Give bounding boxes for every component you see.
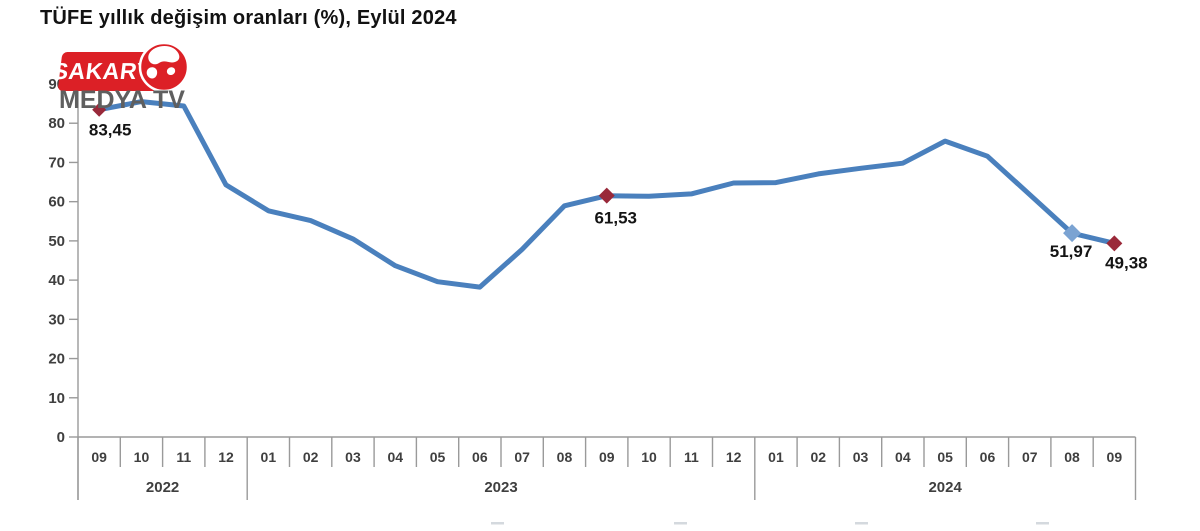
year-label: 2023 [484,479,517,496]
month-tick-label: 11 [176,449,191,465]
month-tick-label: 10 [641,449,657,465]
y-tick-label: 20 [48,351,65,368]
month-tick-label: 05 [430,449,446,465]
year-label: 2024 [928,479,962,496]
month-tick-label: 03 [853,449,869,465]
y-tick-label: 70 [48,154,65,171]
y-tick-label: 60 [48,194,65,211]
month-tick-label: 02 [810,449,826,465]
month-tick-label: 01 [261,449,277,465]
month-tick-label: 09 [1107,449,1123,465]
y-tick-label: 0 [57,429,65,446]
point-value-label: 49,38 [1105,253,1148,272]
month-tick-label: 02 [303,449,319,465]
x-axis: 09 10 11 12 01 02 03 04 05 06 07 08 09 10 11 12 01 02 03 04… [77,437,1137,500]
y-tick-label: 10 [48,390,65,407]
month-tick-label: 12 [726,449,742,465]
point-marker-diamond-icon [598,187,615,204]
month-tick-label: 09 [599,449,615,465]
globe-icon [138,41,190,93]
bottom-artifact-dashes [491,522,1049,525]
month-tick-label: 08 [1064,449,1080,465]
year-label: 2022 [146,479,179,496]
logo-medya-tv-text: MEDYA TV [59,86,185,114]
y-tick-label: 30 [48,311,65,328]
point-value-label: 61,53 [594,209,637,228]
annotated-points: 83,45 61,53 51,97 49,38 [89,102,1148,272]
month-tick-label: 07 [514,449,530,465]
y-tick-label: 50 [48,233,65,250]
point-value-label: 83,45 [89,121,132,140]
y-tick-label: 40 [48,272,65,289]
month-tick-label: 07 [1022,449,1038,465]
month-tick-label: 01 [768,449,784,465]
month-tick-label: 11 [684,449,699,465]
month-tick-label: 09 [91,449,107,465]
axes [77,82,1136,500]
month-tick-label: 05 [937,449,953,465]
point-marker-diamond-icon [1106,235,1123,252]
month-tick-label: 06 [472,449,488,465]
point-marker-diamond-icon [1063,224,1082,243]
y-tick-label: 80 [48,115,65,132]
month-tick-label: 04 [895,449,911,465]
month-tick-label: 12 [218,449,234,465]
point-value-label: 51,97 [1050,242,1093,261]
month-tick-label: 06 [980,449,996,465]
month-tick-label: 10 [134,449,150,465]
chart-title: TÜFE yıllık değişim oranları (%), Eylül … [40,7,457,29]
month-tick-label: 03 [345,449,361,465]
month-tick-label: 04 [387,449,403,465]
point-marker-diamond-icon [92,102,107,117]
month-tick-label: 08 [557,449,573,465]
